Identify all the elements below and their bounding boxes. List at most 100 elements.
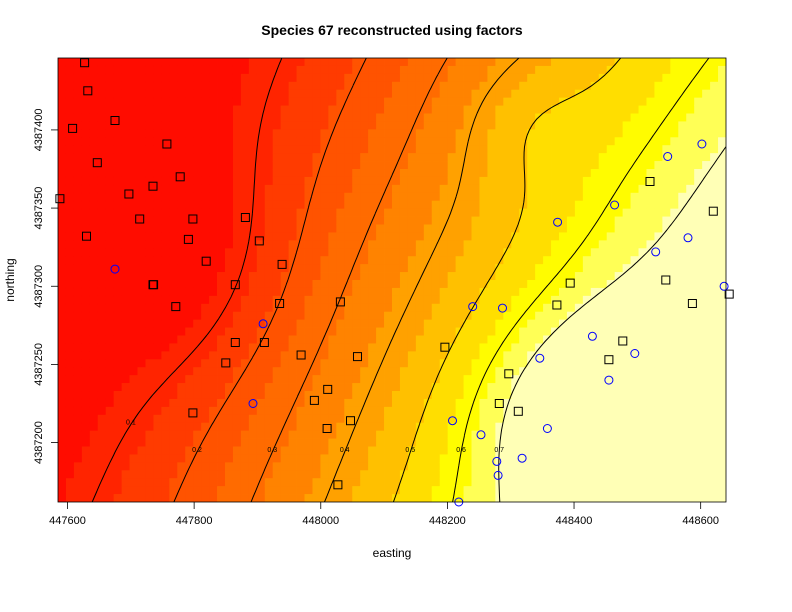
heatmap-cell xyxy=(574,264,584,273)
heatmap-cell xyxy=(320,327,329,336)
heatmap-cell xyxy=(535,311,544,321)
heatmap-cell xyxy=(89,422,99,432)
heatmap-cell xyxy=(304,470,313,479)
heatmap-cell xyxy=(288,184,297,194)
heatmap-cell xyxy=(630,73,639,83)
heatmap-cell xyxy=(646,58,655,67)
heatmap-cell xyxy=(344,105,353,114)
heatmap-cell xyxy=(65,486,75,495)
heatmap-cell xyxy=(654,280,663,289)
heatmap-cell xyxy=(73,145,83,154)
heatmap-cell xyxy=(670,240,679,249)
heatmap-cell xyxy=(718,105,726,114)
heatmap-cell xyxy=(519,280,528,289)
heatmap-cell xyxy=(431,89,441,99)
heatmap-cell xyxy=(336,327,345,336)
heatmap-cell xyxy=(590,470,600,479)
heatmap-cell xyxy=(654,327,663,336)
heatmap-cell xyxy=(344,335,353,344)
heatmap-cell xyxy=(614,129,624,138)
heatmap-cell xyxy=(511,81,520,91)
heatmap-cell xyxy=(137,58,146,67)
heatmap-cell xyxy=(702,121,711,130)
heatmap-cell xyxy=(145,494,154,502)
heatmap-cell xyxy=(630,470,639,479)
heatmap-cell xyxy=(296,383,305,392)
heatmap-cell xyxy=(447,343,457,352)
heatmap-cell xyxy=(73,105,83,114)
heatmap-cell xyxy=(543,422,552,432)
heatmap-cell xyxy=(376,97,385,106)
heatmap-cell xyxy=(694,176,703,186)
heatmap-cell xyxy=(566,383,576,392)
heatmap-cell xyxy=(606,97,616,106)
plot-frame xyxy=(57,57,727,503)
heatmap-cell xyxy=(153,327,162,336)
heatmap-cell xyxy=(566,319,576,328)
heatmap-cell xyxy=(360,208,369,217)
heatmap-cell xyxy=(399,216,409,225)
heatmap-cell xyxy=(65,375,75,384)
heatmap-cell xyxy=(81,311,91,321)
heatmap-cell xyxy=(65,169,75,178)
heatmap-cell xyxy=(153,192,162,202)
heatmap-cell xyxy=(169,486,178,495)
heatmap-cell xyxy=(113,97,123,106)
heatmap-cell xyxy=(543,161,552,170)
heatmap-cell xyxy=(598,145,608,154)
heatmap-cell xyxy=(161,240,170,249)
heatmap-cell xyxy=(336,216,345,225)
heatmap-cell xyxy=(622,430,631,439)
heatmap-cell xyxy=(598,176,608,186)
heatmap-cell xyxy=(479,351,488,360)
heatmap-cell xyxy=(638,264,647,273)
heatmap-cell xyxy=(503,486,512,495)
heatmap-cell xyxy=(328,280,337,289)
heatmap-cell xyxy=(121,319,130,328)
heatmap-cell xyxy=(590,462,600,471)
heatmap-cell xyxy=(638,303,647,313)
heatmap-cell xyxy=(487,169,496,178)
heatmap-cell xyxy=(630,137,639,146)
heatmap-cell xyxy=(399,343,409,352)
heatmap-cell xyxy=(209,208,218,217)
heatmap-cell xyxy=(606,81,616,91)
heatmap-cell xyxy=(551,81,560,91)
heatmap-cell xyxy=(312,216,321,225)
heatmap-cell xyxy=(392,232,401,241)
heatmap-cell xyxy=(328,406,337,416)
heatmap-cell xyxy=(495,105,504,114)
x-tick-label: 447800 xyxy=(176,515,213,527)
heatmap-cell xyxy=(399,398,409,408)
heatmap-cell xyxy=(225,494,234,502)
heatmap-cell xyxy=(376,58,385,67)
heatmap-cell xyxy=(527,65,536,75)
heatmap-cell xyxy=(256,89,266,99)
heatmap-cell xyxy=(169,478,178,487)
heatmap-cell xyxy=(535,153,544,162)
square-marker xyxy=(552,300,562,310)
heatmap-cell xyxy=(264,391,274,400)
heatmap-cell xyxy=(360,462,369,471)
heatmap-cell xyxy=(598,343,608,352)
circle-marker xyxy=(535,353,545,363)
heatmap-cell xyxy=(582,414,592,424)
heatmap-cell xyxy=(193,169,202,178)
heatmap-cell xyxy=(519,454,528,463)
heatmap-cell xyxy=(376,367,385,376)
heatmap-cell xyxy=(209,169,218,178)
heatmap-cell xyxy=(193,414,202,424)
heatmap-cell xyxy=(479,89,488,99)
heatmap-cell xyxy=(654,113,663,122)
heatmap-cell xyxy=(455,398,464,408)
heatmap-cell xyxy=(686,137,695,146)
heatmap-cell xyxy=(344,169,353,178)
heatmap-cell xyxy=(328,145,337,154)
heatmap-cell xyxy=(447,327,457,336)
heatmap-cell xyxy=(614,351,624,360)
heatmap-cell xyxy=(89,311,99,321)
heatmap-cell xyxy=(559,398,568,408)
heatmap-cell xyxy=(471,129,480,138)
heatmap-cell xyxy=(232,478,242,487)
heatmap-cell xyxy=(686,311,695,321)
